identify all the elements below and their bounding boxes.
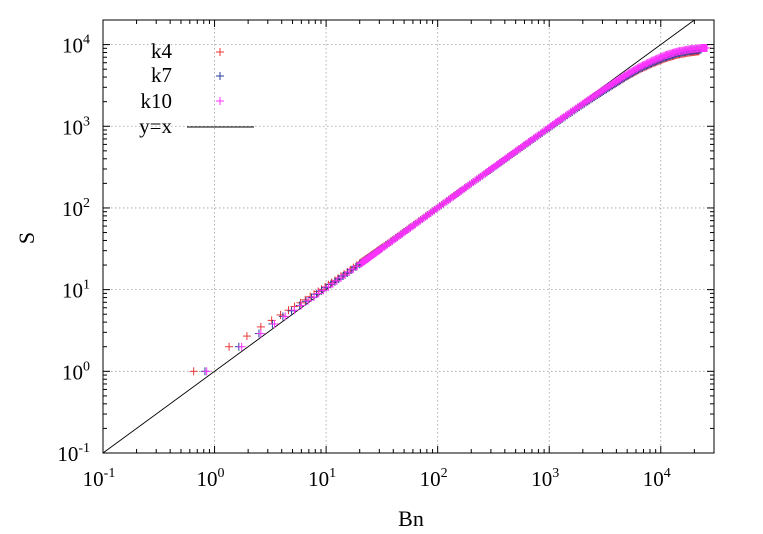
data-point-k10 xyxy=(524,138,533,147)
legend: k4 k7 k10 y=x xyxy=(139,39,254,138)
legend-entry-yx: y=x xyxy=(139,114,254,138)
y-tick-labels: 10-1 100 101 102 103 104 xyxy=(57,33,90,466)
y-tick-label: 104 xyxy=(62,33,90,58)
legend-marker-k7 xyxy=(216,72,224,80)
x-tick-label: 102 xyxy=(420,466,448,491)
data-point-k10 xyxy=(319,286,328,295)
data-point-k10 xyxy=(458,185,467,194)
x-tick-label: 103 xyxy=(531,466,559,491)
legend-entry-k10: k10 xyxy=(141,89,224,113)
data-point-k10 xyxy=(270,319,279,328)
legend-label-k4: k4 xyxy=(151,39,173,63)
x-tick-label: 104 xyxy=(643,466,671,491)
plot-frame xyxy=(102,19,715,454)
legend-marker-k4 xyxy=(216,48,224,56)
y-axis-label: S xyxy=(14,232,39,244)
data-point-k10 xyxy=(508,149,517,158)
data-point-k10 xyxy=(633,64,642,73)
data-point-k10 xyxy=(341,271,350,280)
data-point-k10 xyxy=(304,296,313,305)
data-point-k7 xyxy=(339,271,348,280)
data-point-k10 xyxy=(237,342,246,351)
data-point-k10 xyxy=(476,172,485,181)
data-point-k10 xyxy=(202,367,211,376)
data-point-k10 xyxy=(702,43,711,52)
x-axis-label: Bn xyxy=(398,506,424,531)
data-point-k10 xyxy=(256,329,265,338)
data-point-k10 xyxy=(363,254,372,263)
data-point-k4 xyxy=(242,332,251,341)
data-point-k10 xyxy=(425,210,434,219)
data-point-k10 xyxy=(324,282,333,291)
y-tick-label: 101 xyxy=(62,278,90,303)
data-point-k10 xyxy=(591,90,600,99)
data-point-k10 xyxy=(297,301,306,310)
data-point-k10 xyxy=(541,125,550,134)
legend-marker-k10 xyxy=(216,97,224,105)
data-point-k10 xyxy=(314,289,323,298)
data-point-k4 xyxy=(256,322,265,331)
data-point-k10 xyxy=(290,306,299,315)
y-tick-label: 10-1 xyxy=(57,441,90,466)
data-point-k10 xyxy=(558,114,567,123)
x-tick-label: 100 xyxy=(197,466,225,491)
x-tick-labels: 10-1 100 101 102 103 104 xyxy=(83,466,671,491)
data-point-k10 xyxy=(391,234,400,243)
legend-label-k7: k7 xyxy=(151,63,172,87)
data-point-k10 xyxy=(658,52,667,61)
data-point-k10 xyxy=(376,245,385,254)
data-point-k10 xyxy=(492,161,501,170)
data-point-k10 xyxy=(310,293,319,302)
data-point-k10 xyxy=(345,268,354,277)
legend-label-yx: y=x xyxy=(139,114,172,138)
series-k4 xyxy=(189,47,703,376)
data-point-k10 xyxy=(646,57,655,66)
data-point-k10 xyxy=(332,276,341,285)
legend-label-k10: k10 xyxy=(141,89,173,113)
y-tick-label: 102 xyxy=(62,196,90,221)
grid-lines xyxy=(103,20,714,453)
data-point-k10 xyxy=(606,80,615,89)
data-point-k10 xyxy=(281,312,290,321)
series-k10 xyxy=(202,43,712,376)
legend-entry-k7: k7 xyxy=(151,63,224,87)
data-point-k10 xyxy=(442,197,451,206)
x-tick-label: 101 xyxy=(308,466,336,491)
data-point-k10 xyxy=(408,222,417,231)
data-point-k4 xyxy=(225,342,234,351)
y-tick-label: 100 xyxy=(62,359,90,384)
legend-plus-k7 xyxy=(216,72,224,80)
axis-ticks xyxy=(102,20,714,454)
data-point-k10 xyxy=(575,102,584,111)
data-point-k10 xyxy=(328,279,337,288)
legend-entry-k4: k4 xyxy=(151,39,224,63)
data-point-k4 xyxy=(189,367,198,376)
legend-plus-k4 xyxy=(216,48,224,56)
x-tick-label: 10-1 xyxy=(83,466,116,491)
data-point-k10 xyxy=(337,273,346,282)
legend-plus-k10 xyxy=(216,97,224,105)
data-points xyxy=(189,43,712,376)
y-tick-label: 103 xyxy=(62,114,90,139)
